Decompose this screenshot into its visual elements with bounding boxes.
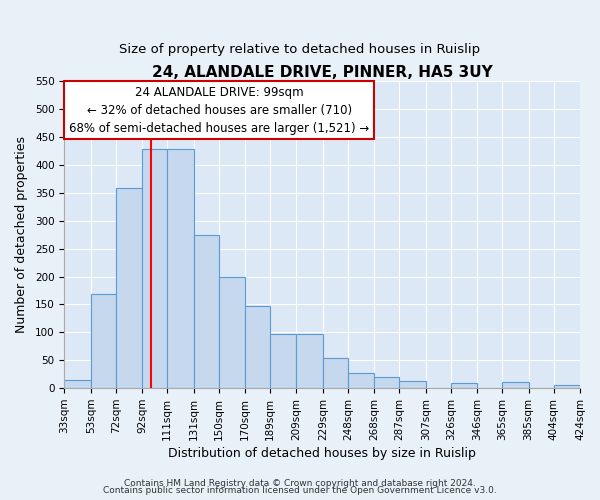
Bar [502, 382, 529, 388]
Text: Contains public sector information licensed under the Open Government Licence v3: Contains public sector information licen… [103, 486, 497, 495]
Bar [348, 372, 374, 388]
Bar [218, 276, 245, 388]
Bar [270, 334, 296, 388]
Y-axis label: Number of detached properties: Number of detached properties [15, 136, 28, 333]
Text: Contains HM Land Registry data © Crown copyright and database right 2024.: Contains HM Land Registry data © Crown c… [124, 478, 476, 488]
Text: Size of property relative to detached houses in Ruislip: Size of property relative to detached ho… [119, 42, 481, 56]
Bar [451, 382, 477, 388]
Bar [554, 386, 580, 388]
Bar [167, 150, 194, 388]
Bar [374, 377, 400, 388]
Bar [323, 358, 348, 388]
Text: 24 ALANDALE DRIVE: 99sqm
← 32% of detached houses are smaller (710)
68% of semi-: 24 ALANDALE DRIVE: 99sqm ← 32% of detach… [69, 86, 369, 135]
Bar [64, 380, 91, 388]
Bar [116, 188, 142, 388]
Bar [194, 234, 218, 388]
Bar [245, 306, 270, 388]
Title: 24, ALANDALE DRIVE, PINNER, HA5 3UY: 24, ALANDALE DRIVE, PINNER, HA5 3UY [152, 65, 493, 80]
Bar [91, 294, 116, 388]
Bar [400, 381, 426, 388]
Bar [296, 334, 323, 388]
X-axis label: Distribution of detached houses by size in Ruislip: Distribution of detached houses by size … [168, 447, 476, 460]
Bar [142, 150, 167, 388]
